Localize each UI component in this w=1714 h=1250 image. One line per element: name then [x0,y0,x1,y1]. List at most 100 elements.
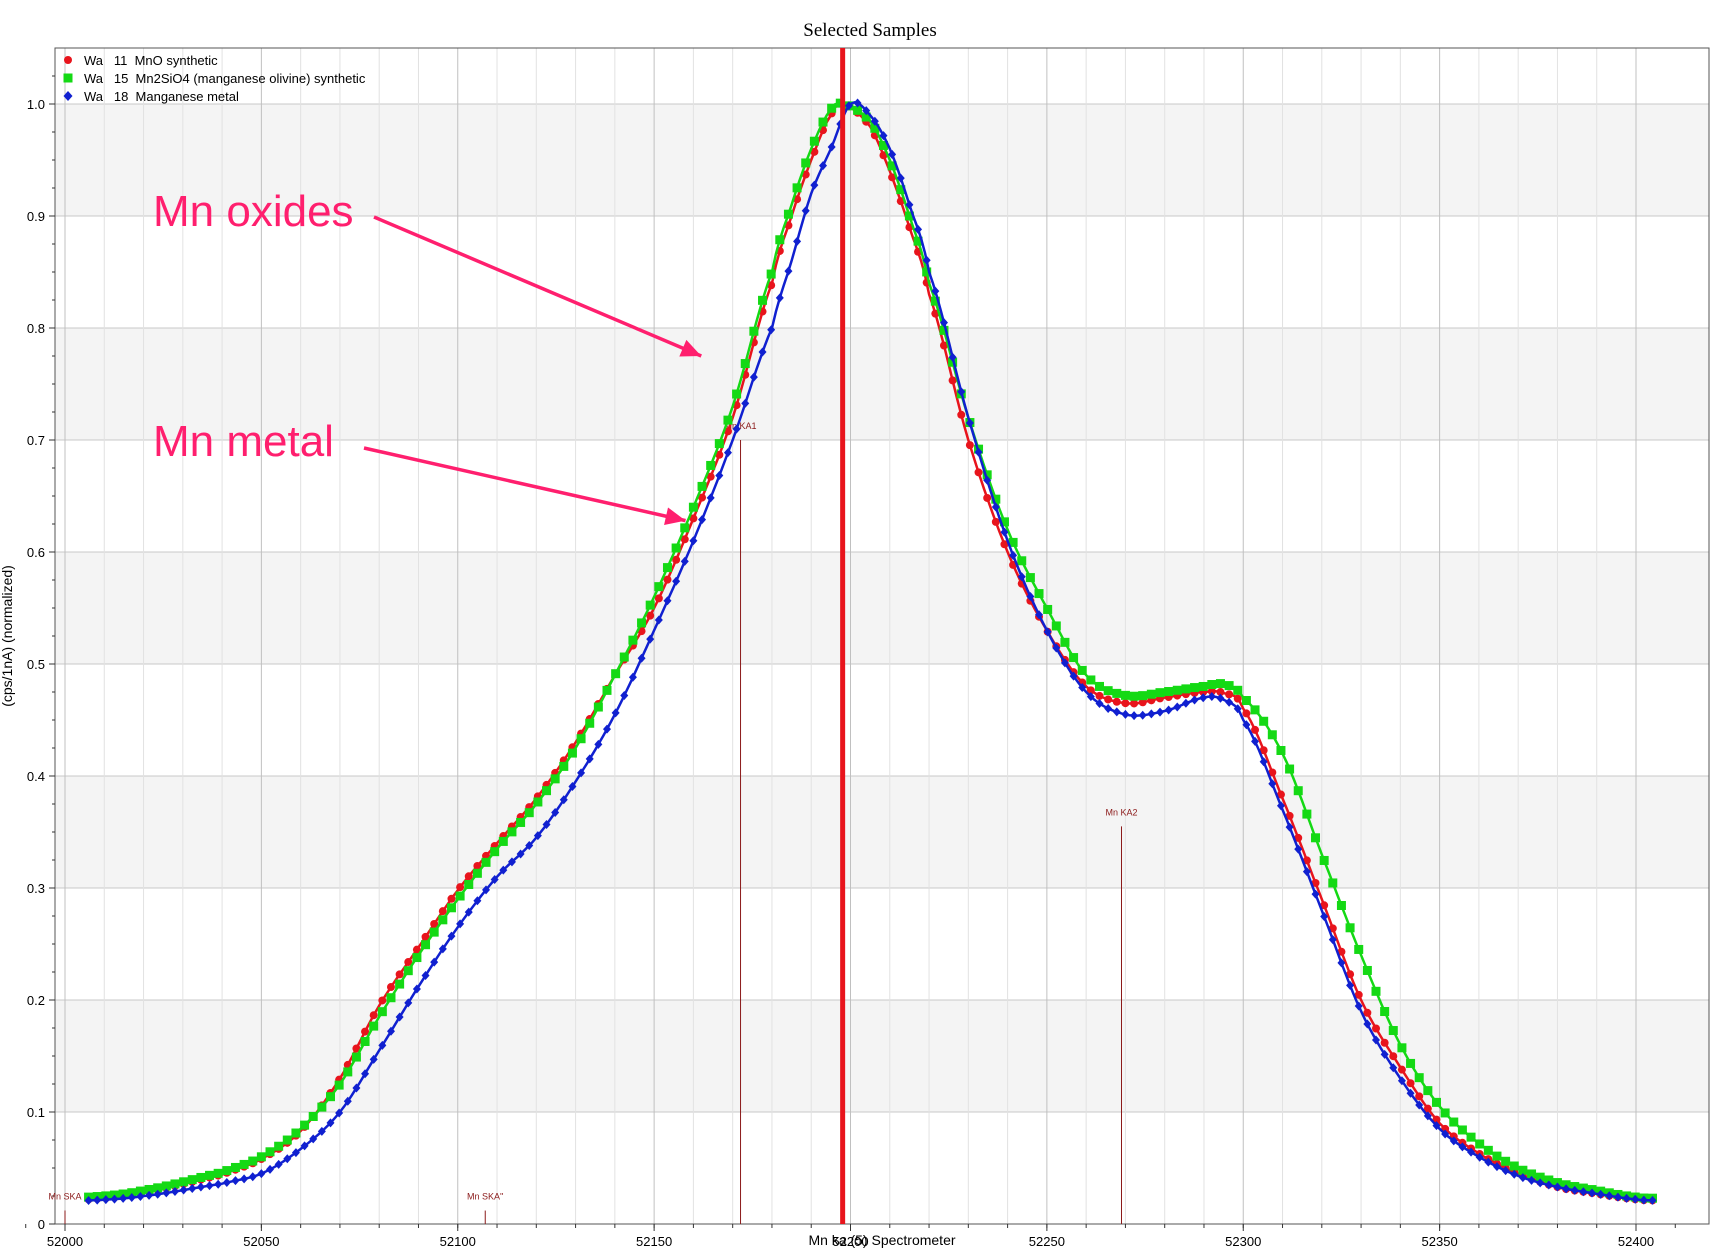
data-point [1251,736,1260,746]
data-point [343,1067,353,1077]
plot-band [55,776,1709,888]
data-point [403,966,413,976]
data-point [1337,958,1346,968]
data-point [274,1159,283,1169]
annotation-mn-oxides: Mn oxides [153,187,354,236]
data-point [810,147,819,156]
x-tick-label: 52400 [1618,1234,1654,1249]
data-point [170,1179,180,1189]
data-point [1103,686,1113,696]
data-point [1060,658,1069,668]
data-point [1233,694,1242,703]
chart-title: Selected Samples [803,20,937,41]
data-point [300,1120,310,1130]
data-point [1173,702,1182,712]
data-point [1095,681,1105,691]
data-point [464,907,473,917]
data-point [991,502,1000,512]
data-point [412,953,422,963]
data-point [723,415,733,425]
data-point [611,669,621,679]
data-point [948,352,957,362]
data-point [715,450,724,459]
data-point [464,872,473,881]
data-point [282,1135,292,1145]
data-point [818,117,828,127]
data-point [697,481,707,491]
data-point [395,979,405,989]
data-point [1596,1189,1605,1199]
y-tick-label: 0.9 [27,209,45,224]
data-point [429,927,439,937]
data-point [1527,1175,1536,1185]
data-point [559,761,569,771]
plot-bands [55,48,1709,1224]
data-point [317,1102,327,1112]
data-point [654,615,663,625]
data-point [1155,688,1165,698]
data-point [1319,855,1329,865]
data-point [957,410,966,419]
data-point [1570,1185,1579,1195]
data-point [1328,935,1337,945]
data-point [1302,867,1311,877]
data-point [1354,1001,1363,1011]
data-point [214,1179,223,1189]
plot-band [55,216,1709,328]
data-point [1198,681,1208,691]
data-point [1328,878,1338,888]
data-point [887,161,897,171]
data-point [205,1181,214,1191]
data-point [473,896,482,906]
data-point [1406,1058,1416,1068]
data-point [861,112,871,122]
data-point [1415,1100,1424,1110]
legend-label: Wa 11 MnO synthetic [84,53,218,68]
data-point [1380,1007,1390,1017]
data-point [1389,1063,1398,1073]
data-point [1207,692,1216,702]
data-point [714,439,724,449]
data-point [1000,540,1009,549]
data-point [222,1177,231,1187]
data-point [377,1007,387,1017]
data-point [1146,689,1156,699]
data-point [482,885,491,895]
grid-lines [55,48,1709,1225]
data-point [1259,716,1269,726]
data-point [1138,710,1147,720]
data-point [620,691,629,701]
data-point [698,515,707,525]
data-point [905,200,914,210]
data-point [662,563,672,573]
data-point [1172,685,1182,695]
data-point [758,295,768,305]
data-point [524,808,534,818]
x-axis-ticks: 52000 52050 52100 52150 52200 52250 52300 52350… [25,1224,1676,1249]
data-point [1052,643,1061,653]
data-point [240,1174,249,1184]
data-point [1164,687,1174,697]
data-point [663,596,672,606]
data-point [1380,1038,1389,1047]
data-point [1449,1117,1459,1127]
data-point [1121,699,1130,708]
annotation-arrow [373,215,702,358]
data-point [1242,709,1251,718]
data-point [1259,757,1268,767]
data-point [783,209,793,219]
data-point [1509,1161,1519,1171]
data-point [93,1195,102,1205]
data-point [291,1148,300,1158]
data-point [939,318,948,328]
data-point [1294,844,1303,854]
data-point [1293,786,1303,796]
data-point [974,468,983,477]
data-point [1631,1194,1640,1204]
data-point [291,1128,301,1138]
data-point [421,940,431,950]
data-point [1233,704,1242,714]
data-point [386,1026,395,1036]
data-point [1199,693,1208,703]
annotations: Mn oxides Mn metal [153,187,702,526]
